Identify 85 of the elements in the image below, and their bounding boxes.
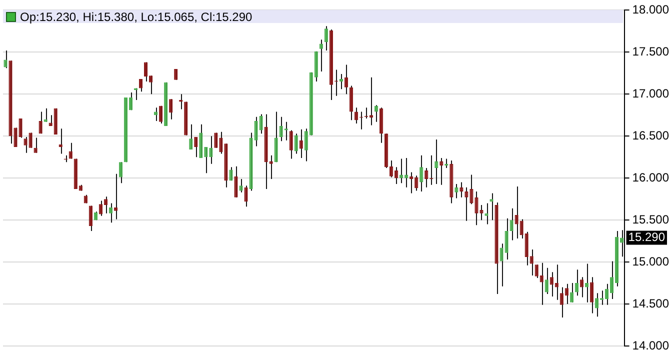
candlestick: [34, 137, 38, 154]
candlestick: [279, 116, 283, 142]
candlestick: [24, 136, 28, 154]
candlestick: [490, 192, 494, 221]
y-tick-label: 16.500: [632, 128, 670, 142]
y-tick-label: 18.000: [632, 2, 670, 17]
candlestick: [319, 39, 323, 72]
candlestick: [580, 276, 584, 298]
candlestick: [339, 74, 344, 90]
candlestick: [564, 283, 568, 305]
header-panel: Op:15.230, Hi:15.380, Lo:15.065, Cl:15.290: [3, 10, 624, 24]
candlestick: [379, 107, 384, 144]
candlestick: [484, 202, 488, 225]
y-tick-label: 14.500: [632, 296, 670, 310]
candlestick: [504, 218, 508, 260]
candlestick: [524, 231, 528, 266]
candlestick: [204, 146, 208, 174]
candlestick: [169, 98, 173, 120]
candlestick: [289, 130, 293, 160]
candlestick: [424, 168, 428, 188]
candlestick: [138, 78, 143, 92]
y-tick-label: 14.000: [632, 338, 670, 352]
candlestick: [159, 105, 163, 124]
annotation: Op:15.230, Hi:15.380, Lo:15.065, Cl:15.290: [20, 10, 252, 24]
candlestick: [114, 173, 118, 220]
candlestick: [149, 75, 153, 95]
candlestick: [38, 111, 42, 134]
annotation: 15.290: [628, 230, 666, 244]
candlestick: [514, 186, 518, 240]
candlestick: [540, 262, 544, 306]
y-tick-label: 16.000: [632, 170, 670, 184]
candlestick: [274, 111, 278, 163]
y-tick-label: 17.500: [632, 44, 670, 58]
candlestick: [229, 166, 233, 182]
candlestick: [44, 108, 48, 122]
candlestick: [4, 50, 8, 69]
candlestick: [454, 183, 458, 199]
candlestick: [244, 185, 248, 208]
candlestick: [349, 85, 354, 121]
candlestick: [254, 116, 258, 147]
candlestick: [570, 282, 574, 303]
candlestick: [88, 205, 92, 232]
candlestick: [219, 131, 223, 154]
candlestick: [58, 128, 62, 154]
candlestick: [108, 202, 113, 224]
candlestick: [460, 182, 464, 198]
candlestick: [520, 218, 524, 240]
candlestick: [470, 174, 474, 205]
candlestick: [269, 154, 273, 180]
candlestick: [434, 138, 438, 184]
candlestick: [144, 62, 148, 82]
y-tick-label: 15.000: [632, 254, 670, 268]
candlestick: [420, 154, 424, 192]
candlestick: [344, 64, 348, 95]
candlestick: [574, 269, 578, 296]
candlestick: [400, 158, 404, 184]
candlestick: [394, 166, 398, 184]
candlestick: [544, 267, 548, 294]
candlestick: [530, 248, 534, 276]
candlestick: [18, 118, 22, 138]
candlestick: [304, 128, 308, 162]
candlestick: [374, 104, 378, 122]
candlestick: [534, 264, 538, 278]
candlestick: [410, 172, 414, 194]
candlestick: [194, 136, 198, 158]
candlestick: [68, 142, 72, 160]
y-tick-label: 15.500: [632, 212, 670, 226]
candlestick: [510, 208, 514, 241]
candlestick: [464, 186, 468, 222]
candlestick: [189, 124, 193, 150]
candlestick: [500, 243, 504, 287]
candlestick: [294, 133, 298, 154]
candlestick: [118, 162, 123, 184]
candlestick: [259, 114, 263, 134]
candlestick: [390, 160, 394, 178]
candlestick: [404, 157, 408, 188]
candlestick: [324, 26, 328, 51]
candlestick: [480, 204, 484, 221]
y-tick-label: 17.000: [632, 86, 670, 100]
candlestick: [560, 286, 564, 318]
candlestick: [474, 191, 478, 226]
candlestick: [550, 272, 554, 297]
candlestick: [239, 178, 243, 193]
candlestick: [234, 166, 238, 198]
candlestick: [590, 276, 594, 314]
